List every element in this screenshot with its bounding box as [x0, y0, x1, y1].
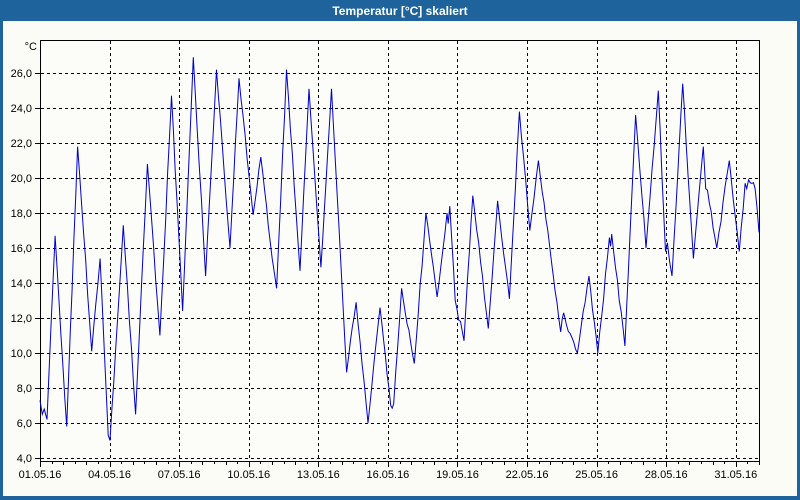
- title-bar: Temperatur [°C] skaliert: [0, 0, 800, 21]
- x-tick-label: 13.05.16: [297, 469, 340, 481]
- y-tick-label: 16,0: [11, 243, 32, 255]
- gridlines: [41, 41, 758, 460]
- y-tick-label: 10,0: [11, 348, 32, 360]
- y-tick-label: 12,0: [11, 313, 32, 325]
- axis-ticks: [35, 73, 760, 467]
- x-tick-label: 22.05.16: [506, 469, 549, 481]
- x-tick-label: 07.05.16: [158, 469, 201, 481]
- y-tick-label: 8,0: [17, 383, 32, 395]
- chart-client-area: 26,0 24,0 22,0 20,0 18,0 16,0 14,0 12,0 10,0 8,0 6…: [3, 21, 797, 496]
- x-tick-label: 16.05.16: [366, 469, 409, 481]
- x-tick-label: 01.05.16: [19, 469, 62, 481]
- plot-border: [40, 40, 760, 462]
- x-tick-label: 10.05.16: [227, 469, 270, 481]
- x-tick-label: 04.05.16: [88, 469, 131, 481]
- y-tick-label: 4,0: [17, 453, 32, 465]
- window-title: Temperatur [°C] skaliert: [332, 3, 468, 18]
- y-tick-label: 26,0: [11, 68, 32, 80]
- y-tick-label: 14,0: [11, 278, 32, 290]
- y-tick-label: 22,0: [11, 138, 32, 150]
- temperature-series-line: [39, 57, 760, 441]
- axis-labels: 26,0 24,0 22,0 20,0 18,0 16,0 14,0 12,0 10,0 8,0 6…: [11, 41, 758, 481]
- y-axis-unit-label: °C: [25, 41, 37, 53]
- y-tick-label: 24,0: [11, 103, 32, 115]
- y-tick-label: 20,0: [11, 173, 32, 185]
- x-tick-label: 28.05.16: [645, 469, 688, 481]
- x-tick-label: 31.05.16: [714, 469, 757, 481]
- x-tick-label: 19.05.16: [436, 469, 479, 481]
- temperature-line-chart: 26,0 24,0 22,0 20,0 18,0 16,0 14,0 12,0 10,0 8,0 6…: [11, 40, 760, 481]
- x-tick-label: 25.05.16: [575, 469, 618, 481]
- y-tick-label: 6,0: [17, 418, 32, 430]
- y-tick-label: 18,0: [11, 208, 32, 220]
